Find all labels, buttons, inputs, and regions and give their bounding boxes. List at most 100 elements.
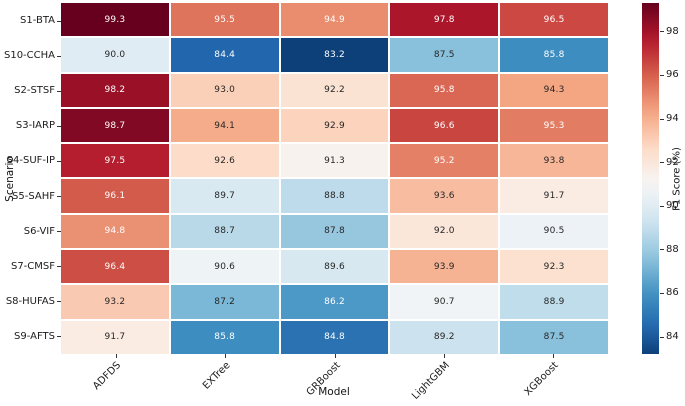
y-tick-label: S1-BTA [20,15,55,27]
x-tick-label: EXTree [201,360,233,392]
heatmap-cell: 97.8 [390,3,499,37]
x-tick-label: LightGBM [409,360,452,402]
heatmap-cell: 96.1 [61,179,169,213]
heatmap-cell: 99.3 [61,3,169,37]
heatmap-cell: 91.7 [61,320,169,354]
heatmap-cell: 93.2 [61,285,169,319]
heatmap-cell: 91.7 [500,179,608,213]
heatmap-cell: 85.8 [170,320,279,354]
colorbar-tick-label: 94 [666,113,679,125]
heatmap-cell: 92.2 [280,73,389,107]
y-tick-mark [57,90,61,92]
colorbar-tick-mark [660,205,664,207]
y-tick-mark [57,55,61,57]
heatmap-cell: 96.4 [61,250,169,284]
heatmap-cell: 84.4 [170,38,279,72]
heatmap-cell: 94.3 [500,73,608,107]
x-tick-mark [334,354,336,358]
heatmap-cell: 92.0 [390,214,499,249]
heatmap-cell: 84.8 [280,320,389,354]
colorbar-tick-label: 88 [666,243,679,255]
heatmap-cell: 87.5 [500,320,608,354]
x-tick-mark [115,354,117,358]
heatmap-cell: 98.7 [61,108,169,143]
y-tick-mark [57,301,61,303]
heatmap-cell: 95.8 [390,73,499,107]
heatmap-cell: 89.2 [390,320,499,354]
colorbar-tick-mark [660,74,664,76]
heatmap-cell: 92.6 [170,144,279,178]
x-tick-label: XGBoost [523,360,562,399]
colorbar-tick-label: 96 [666,69,679,81]
x-tick-label: ADFDS [91,360,124,393]
y-tick-label: S6-VIF [23,225,55,237]
colorbar [642,3,659,354]
heatmap-cell: 91.3 [280,144,389,178]
y-tick-mark [57,125,61,127]
x-tick-mark [553,354,555,358]
heatmap-cell: 98.2 [61,73,169,107]
heatmap-cell: 88.7 [170,214,279,249]
heatmap-cell: 93.6 [390,179,499,213]
y-tick-label: S10-CCHA [3,50,55,62]
x-tick-mark [443,354,445,358]
y-tick-label: S4-SUF-IP [6,155,55,167]
y-axis-label: Scenario [4,156,16,202]
heatmap-cell: 90.0 [61,38,169,72]
heatmap-cell: 87.2 [170,285,279,319]
heatmap-cell: 95.3 [500,108,608,143]
y-tick-label: S5-SAHF [12,190,55,202]
heatmap-cell: 96.5 [500,3,608,37]
colorbar-tick-mark [660,292,664,294]
heatmap-cell: 92.9 [280,108,389,143]
colorbar-tick-label: 98 [666,25,679,37]
heatmap-grid: 99.3 95.5 94.9 97.8 96.5 90.0 84.4 83.2 87.5 85.8… [61,3,608,354]
colorbar-tick-label: 90 [666,200,679,212]
y-tick-mark [57,160,61,162]
heatmap-cell: 89.7 [170,179,279,213]
y-tick-label: S3-IARP [15,120,55,132]
heatmap-cell: 95.2 [390,144,499,178]
heatmap-cell: 93.9 [390,250,499,284]
heatmap-cell: 93.0 [170,73,279,107]
y-tick-label: S7-CMSF [10,260,55,272]
heatmap-cell: 94.1 [170,108,279,143]
colorbar-tick-mark [660,162,664,164]
heatmap-cell: 92.3 [500,250,608,284]
heatmap-cell: 85.8 [500,38,608,72]
colorbar-label: F1 Score (%) [671,147,683,211]
y-tick-mark [57,336,61,338]
y-tick-label: S9-AFTS [14,330,55,342]
heatmap-cell: 87.8 [280,214,389,249]
y-tick-mark [57,196,61,198]
heatmap-cell: 89.6 [280,250,389,284]
heatmap-cell: 94.8 [61,214,169,249]
y-tick-mark [57,20,61,22]
colorbar-tick-mark [660,249,664,251]
colorbar-tick-mark [660,336,664,338]
heatmap-cell: 86.2 [280,285,389,319]
x-axis-label: Model [318,386,350,398]
y-tick-label: S8-HUFAS [5,295,55,307]
heatmap-cell: 88.8 [280,179,389,213]
x-tick-mark [225,354,227,358]
heatmap-cell: 97.5 [61,144,169,178]
heatmap-cell: 88.9 [500,285,608,319]
colorbar-tick-mark [660,118,664,120]
heatmap-cell: 90.7 [390,285,499,319]
colorbar-tick-label: 84 [666,331,679,343]
heatmap-cell: 96.6 [390,108,499,143]
heatmap-cell: 90.6 [170,250,279,284]
heatmap-cell: 83.2 [280,38,389,72]
heatmap-cell: 95.5 [170,3,279,37]
heatmap-cell: 94.9 [280,3,389,37]
heatmap-cell: 90.5 [500,214,608,249]
y-tick-mark [57,266,61,268]
heatmap-cell: 87.5 [390,38,499,72]
colorbar-tick-mark [660,31,664,33]
y-tick-mark [57,231,61,233]
y-tick-label: S2-STSF [14,85,55,97]
heatmap-cell: 93.8 [500,144,608,178]
colorbar-tick-label: 92 [666,156,679,168]
